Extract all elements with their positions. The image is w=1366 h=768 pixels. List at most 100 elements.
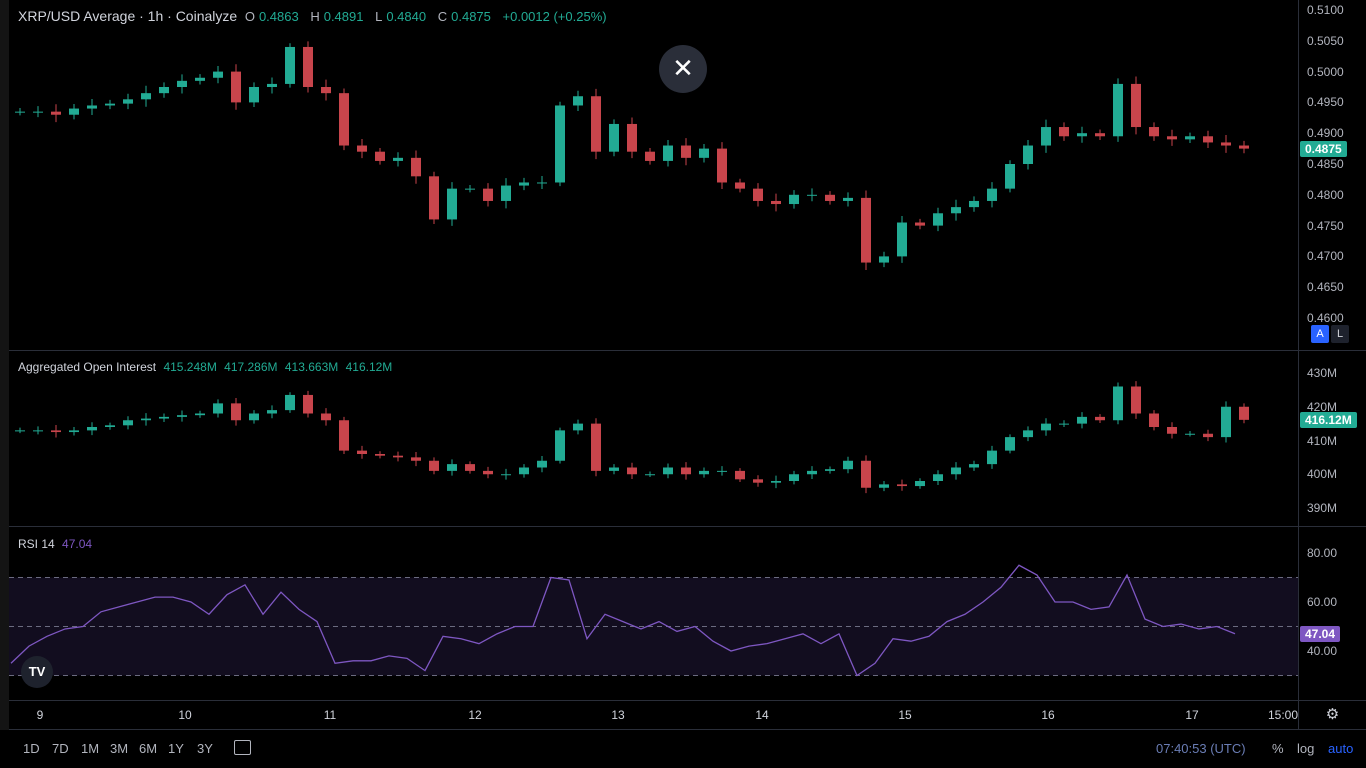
candle-body (339, 420, 349, 451)
axis-tick-label: 0.4750 (1307, 218, 1344, 233)
oi-high: 417.286M (224, 360, 278, 374)
candle-body (1041, 423, 1051, 431)
rsi-value: 47.04 (62, 537, 93, 551)
range-button-3m[interactable]: 3M (110, 741, 129, 756)
candle-body (33, 430, 43, 432)
candle-body (213, 71, 223, 78)
candle-body (789, 194, 799, 205)
close-button[interactable]: ✕ (659, 45, 707, 93)
high-value: 0.4891 (323, 9, 364, 24)
candle-body (213, 403, 223, 414)
candle-body (699, 148, 709, 158)
candle-body (411, 157, 421, 177)
oi-close: 416.12M (345, 360, 393, 374)
time-tick-label: 17 (1185, 708, 1199, 722)
candle-body (357, 450, 367, 454)
axis-tick-label: 0.4850 (1307, 157, 1344, 171)
candle-body (609, 123, 619, 152)
candle-body (51, 111, 61, 115)
candle-body (159, 87, 169, 94)
candle-body (249, 87, 259, 103)
candle-body (807, 470, 817, 475)
symbol-title: XRP/USD Average · 1h · Coinalyze (18, 8, 238, 24)
candle-body (753, 479, 763, 483)
range-button-1m[interactable]: 1M (81, 741, 100, 756)
candle-body (1041, 127, 1051, 146)
axis-tick-label: 400M (1307, 467, 1338, 482)
candle-body (717, 470, 727, 472)
candle-body (573, 96, 583, 106)
rsi-plot (9, 564, 1298, 677)
close-label: C (437, 9, 448, 24)
candle-body (51, 430, 61, 433)
candle-body (123, 420, 133, 426)
rsi-title: RSI 14 (18, 537, 55, 551)
candle-body (447, 464, 457, 471)
auto-scale-button[interactable]: A (1311, 325, 1329, 343)
candle-body (501, 474, 511, 476)
percent-toggle[interactable]: % (1272, 741, 1284, 756)
candle-body (897, 484, 907, 487)
candle-body (771, 200, 781, 205)
last-value-tag: 0.4875 (1300, 140, 1347, 157)
candle-body (627, 467, 637, 475)
candle-body (1077, 416, 1087, 424)
candle-body (465, 464, 475, 471)
candle-body (933, 213, 943, 226)
range-button-6m[interactable]: 6M (139, 741, 158, 756)
rsi-pane[interactable]: RSI 14 47.04 TV (9, 527, 1298, 701)
candle-body (861, 460, 871, 488)
candle-body (141, 93, 151, 100)
candle-body (1203, 433, 1213, 438)
candle-body (591, 96, 601, 152)
candle-body (519, 467, 529, 475)
open-interest-pane[interactable]: Aggregated Open Interest 415.248M 417.28… (9, 351, 1298, 527)
auto-toggle[interactable]: auto (1328, 741, 1354, 756)
candle-body (915, 222, 925, 226)
candle-body (69, 108, 79, 115)
low-value: 0.4840 (386, 9, 427, 24)
candle-body (411, 457, 421, 461)
clock[interactable]: 07:40:53 (UTC) (1156, 741, 1246, 756)
candle-body (1185, 433, 1195, 435)
axis-tick-label: 410M (1307, 433, 1338, 448)
candle-body (753, 188, 763, 201)
time-tick-label: 10 (178, 708, 192, 722)
rsi-axis[interactable]: 80.00 60.00 40.00 47.04 (1298, 527, 1366, 701)
candle-body (429, 176, 439, 220)
date-range-calendar-icon[interactable] (234, 740, 251, 755)
candle-body (375, 454, 385, 456)
range-button-1y[interactable]: 1Y (168, 741, 184, 756)
candle-body (1113, 386, 1123, 421)
candle-body (1185, 136, 1195, 140)
oi-axis[interactable]: 430M 420M 410M 400M 390M 416.12M (1298, 351, 1366, 527)
range-button-3y[interactable]: 3Y (197, 741, 213, 756)
time-axis[interactable]: 9 10 11 12 13 14 15 16 17 15:00 (9, 700, 1298, 730)
tradingview-logo[interactable]: TV (21, 656, 53, 688)
candle-body (1131, 386, 1141, 414)
candle-body (123, 99, 133, 104)
price-axis[interactable]: A L 0.5100 0.5050 0.5000 0.4950 0.4900 0.4850… (1298, 0, 1366, 351)
range-button-7d[interactable]: 7D (52, 741, 69, 756)
range-button-1d[interactable]: 1D (23, 741, 40, 756)
candle-body (267, 83, 277, 87)
candle-body (735, 470, 745, 480)
price-pane[interactable]: XRP/USD Average · 1h · Coinalyze O 0.4863… (9, 0, 1298, 351)
candle-body (681, 467, 691, 475)
left-toolbar-strip (0, 0, 9, 730)
log-toggle[interactable]: log (1297, 741, 1315, 756)
log-scale-button[interactable]: L (1331, 325, 1349, 343)
candle-body (807, 194, 817, 196)
candle-body (105, 425, 115, 427)
settings-gear-icon[interactable]: ⚙ (1298, 700, 1366, 730)
candle-body (987, 188, 997, 201)
candle-body (1239, 406, 1249, 420)
candle-body (627, 123, 637, 152)
candle-body (15, 430, 25, 432)
candle-body (969, 200, 979, 208)
axis-tick-label: 0.4800 (1307, 187, 1344, 202)
candle-body (231, 71, 241, 103)
candle-body (483, 188, 493, 201)
axis-tick-label: 0.4950 (1307, 95, 1344, 110)
close-value: 0.4875 (451, 9, 491, 24)
